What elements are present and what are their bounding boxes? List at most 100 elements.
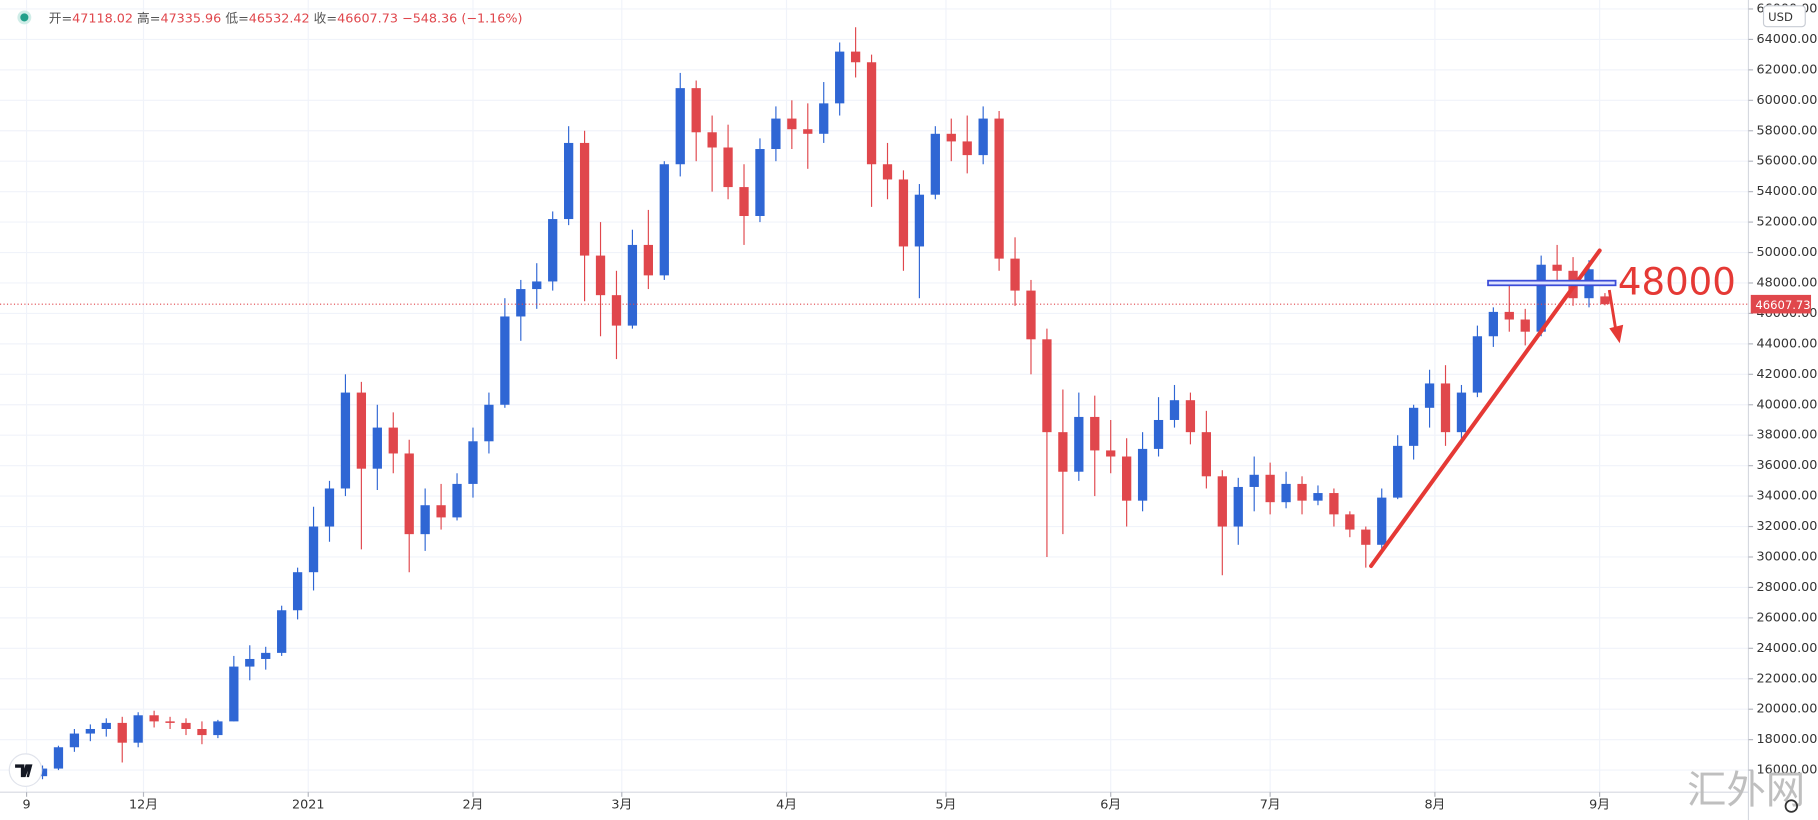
y-tick-label: 28000.00 xyxy=(1757,580,1818,595)
y-tick-label: 24000.00 xyxy=(1757,641,1818,656)
candle-body xyxy=(1536,264,1546,332)
candle-body xyxy=(1488,311,1498,337)
candle-body xyxy=(340,392,351,489)
grid xyxy=(0,0,1749,793)
candle-body xyxy=(755,149,765,217)
y-tick-label: 36000.00 xyxy=(1757,458,1818,473)
candle-body xyxy=(659,164,669,276)
candle-body xyxy=(739,187,749,217)
y-tick-label: 16000.00 xyxy=(1757,763,1818,778)
candle-body xyxy=(197,728,207,736)
candle-body xyxy=(149,715,159,722)
y-tick-label: 64000.00 xyxy=(1757,32,1818,47)
gear[interactable] xyxy=(1784,799,1798,813)
x-tick-label: 12月 xyxy=(129,797,158,812)
candle-body xyxy=(835,51,845,104)
candle-body xyxy=(1440,383,1451,433)
y-tick-label: 44000.00 xyxy=(1757,336,1818,351)
ohlc-legend: 开=47118.02 高=47335.96 低=46532.42 收=46607… xyxy=(49,10,523,26)
logo-mark[interactable] xyxy=(15,764,33,778)
x-tick-label: 9月 xyxy=(1589,797,1610,812)
candle-body xyxy=(1010,258,1020,291)
currency-button[interactable]: USD xyxy=(1762,5,1806,28)
candle-body xyxy=(1393,445,1403,498)
y-tick-label: 60000.00 xyxy=(1757,93,1818,108)
candles xyxy=(21,27,1610,784)
x-tick-label: 6月 xyxy=(1100,797,1121,812)
trendline xyxy=(1369,248,1602,568)
legend-value: 46532.42 xyxy=(249,11,310,26)
y-tick-label: 48000.00 xyxy=(1757,275,1818,290)
currency-box[interactable] xyxy=(1762,5,1806,28)
y-tick-label: 52000.00 xyxy=(1757,215,1818,230)
y-tick-label: 22000.00 xyxy=(1757,671,1818,686)
y-tick-label: 26000.00 xyxy=(1757,610,1818,625)
x-tick-label: 2月 xyxy=(463,797,484,812)
candle-body xyxy=(643,244,653,276)
candle-body xyxy=(1456,392,1467,433)
candle-body xyxy=(1106,450,1116,457)
x-tick-label: 9 xyxy=(23,797,31,812)
candle-body xyxy=(866,62,877,165)
candle-body xyxy=(1424,383,1435,408)
candle-body xyxy=(1122,456,1132,501)
watermark: 汇外网 xyxy=(1687,767,1805,813)
y-tick-label: 40000.00 xyxy=(1757,397,1818,412)
candle-body xyxy=(133,715,143,743)
candle-body xyxy=(404,453,414,535)
candle-body xyxy=(308,526,319,573)
x-tick-label: 5月 xyxy=(936,797,957,812)
candle-body xyxy=(436,505,446,518)
candle-body xyxy=(1281,483,1291,503)
candle-body xyxy=(962,141,972,156)
candle-body xyxy=(1329,493,1339,515)
y-tick-label: 34000.00 xyxy=(1757,489,1818,504)
y-tick-label: 32000.00 xyxy=(1757,519,1818,534)
candle-body xyxy=(1504,311,1514,320)
y-tick-label: 58000.00 xyxy=(1757,123,1818,138)
candle-body xyxy=(1408,407,1419,446)
candle-body xyxy=(452,483,462,518)
candle-body xyxy=(1026,290,1036,340)
candle-body xyxy=(292,572,303,611)
y-tick-label: 54000.00 xyxy=(1757,184,1818,199)
candle-body xyxy=(882,164,893,180)
axes: 16000.00 18000.00 20000.00 22000.00 24000.00… xyxy=(23,1,1818,812)
candle-body xyxy=(898,179,909,247)
candle-body xyxy=(611,295,622,326)
level-label: 48000 xyxy=(1618,261,1736,304)
candle-body xyxy=(1520,319,1530,332)
candle-body xyxy=(850,51,861,63)
settings-icon[interactable] xyxy=(1784,799,1798,813)
candle-body xyxy=(516,289,526,317)
y-tick-label: 20000.00 xyxy=(1757,702,1818,717)
candle-body xyxy=(1090,416,1100,451)
y-tick-label: 30000.00 xyxy=(1757,549,1818,564)
annotations: 48000 xyxy=(0,248,1749,568)
legend-label: 收= xyxy=(314,11,337,26)
currency[interactable]: USD xyxy=(1768,10,1793,24)
candle-body xyxy=(723,147,733,188)
y-tick-label: 38000.00 xyxy=(1757,428,1818,443)
status-dot xyxy=(20,13,29,22)
legend-label: 高= xyxy=(137,10,160,26)
candle-body xyxy=(388,427,398,454)
candle-body xyxy=(1361,529,1371,545)
last-price-box xyxy=(1750,294,1812,314)
legend-value: 46607.73 xyxy=(337,11,398,26)
tv-logo[interactable] xyxy=(8,753,43,787)
legend-change-pct: (−1.16%) xyxy=(461,11,522,26)
candle-body xyxy=(181,722,191,729)
legend-value: 47335.96 xyxy=(160,11,221,26)
candle-body xyxy=(229,666,239,722)
candle-body xyxy=(803,129,813,134)
candle-body xyxy=(261,652,271,659)
candle-body xyxy=(165,721,175,723)
candle-body xyxy=(1153,419,1164,449)
candle-body xyxy=(675,88,685,165)
candle-body xyxy=(101,722,111,729)
candle-body xyxy=(627,244,638,326)
candle-body xyxy=(324,488,335,527)
